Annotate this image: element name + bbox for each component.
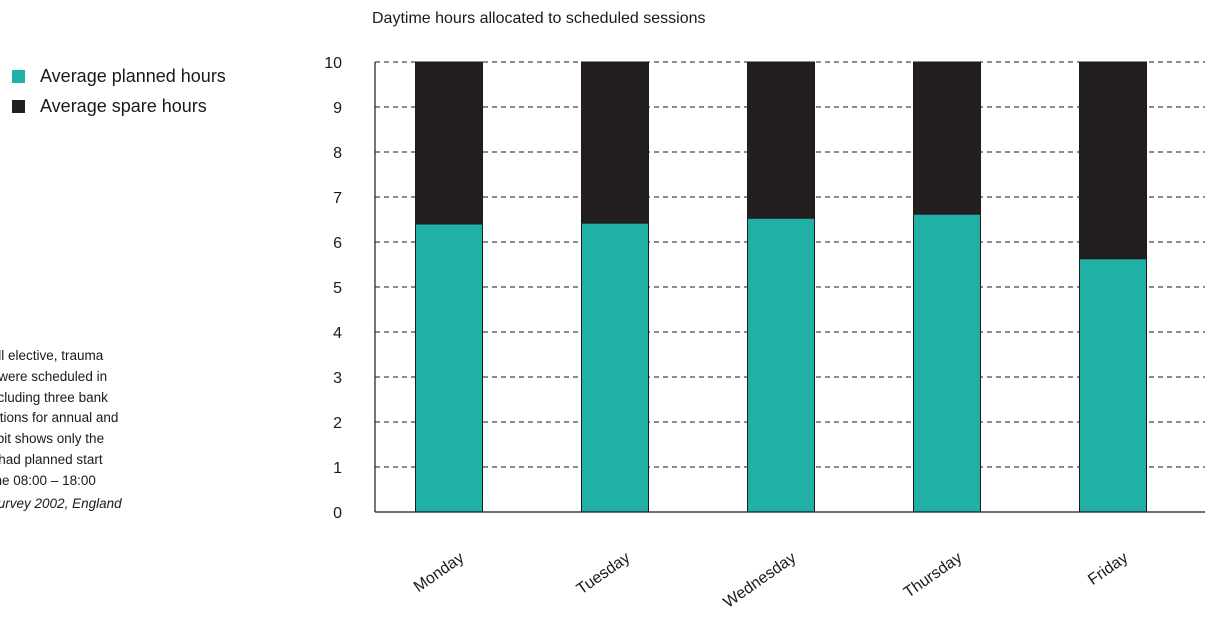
legend: Average planned hours Average spare hour… bbox=[12, 64, 226, 124]
legend-label-planned: Average planned hours bbox=[40, 65, 226, 86]
x-tick-label: Monday bbox=[411, 549, 467, 596]
source-text: on Survey 2002, England bbox=[0, 496, 122, 511]
footnote-line: de the 08:00 – 18:00 bbox=[0, 472, 96, 488]
y-tick-label: 2 bbox=[333, 415, 342, 432]
bar-spare bbox=[1079, 61, 1147, 260]
legend-swatch-planned bbox=[12, 69, 25, 83]
y-tick-label: 9 bbox=[333, 100, 342, 117]
footnote-line: that were scheduled in bbox=[0, 368, 108, 384]
y-tick-label: 0 bbox=[333, 505, 342, 522]
y-tick-label: 5 bbox=[333, 280, 342, 297]
x-tick-label: Thursday bbox=[901, 549, 965, 601]
chart-title: Daytime hours allocated to scheduled ses… bbox=[372, 10, 706, 27]
bar-spare bbox=[581, 61, 649, 224]
bar-planned bbox=[1079, 258, 1147, 513]
footnote-line: that had planned start bbox=[0, 451, 103, 467]
y-tick-label: 4 bbox=[333, 325, 342, 342]
bar-planned bbox=[913, 213, 981, 513]
y-tick-label: 8 bbox=[333, 145, 342, 162]
legend-item-planned: Average planned hours bbox=[12, 64, 226, 88]
y-tick-label: 7 bbox=[333, 190, 342, 207]
footnote-line: cellations for annual and bbox=[0, 410, 119, 426]
footnote-line: exhibit shows only the bbox=[0, 431, 105, 447]
footnote-line: de all elective, trauma bbox=[0, 348, 104, 363]
y-tick-label: 10 bbox=[324, 55, 342, 72]
x-tick-label: Wednesday bbox=[721, 549, 800, 611]
y-tick-label: 6 bbox=[333, 235, 342, 252]
x-tick-label: Tuesday bbox=[574, 549, 634, 598]
y-tick-label: 1 bbox=[333, 460, 342, 477]
footnote-text: de all elective, trauma that were schedu… bbox=[0, 346, 228, 492]
bar-planned bbox=[415, 223, 483, 513]
bar-spare bbox=[913, 61, 981, 215]
y-tick-label: 3 bbox=[333, 370, 342, 387]
footnote-line: d excluding three bank bbox=[0, 389, 108, 405]
x-tick-label: Friday bbox=[1085, 549, 1131, 588]
legend-label-spare: Average spare hours bbox=[40, 95, 207, 116]
bar-planned bbox=[581, 222, 649, 513]
legend-swatch-spare bbox=[12, 99, 25, 113]
bar-planned bbox=[747, 217, 815, 513]
bar-spare bbox=[415, 61, 483, 225]
bar-spare bbox=[747, 61, 815, 219]
legend-item-spare: Average spare hours bbox=[12, 94, 226, 118]
